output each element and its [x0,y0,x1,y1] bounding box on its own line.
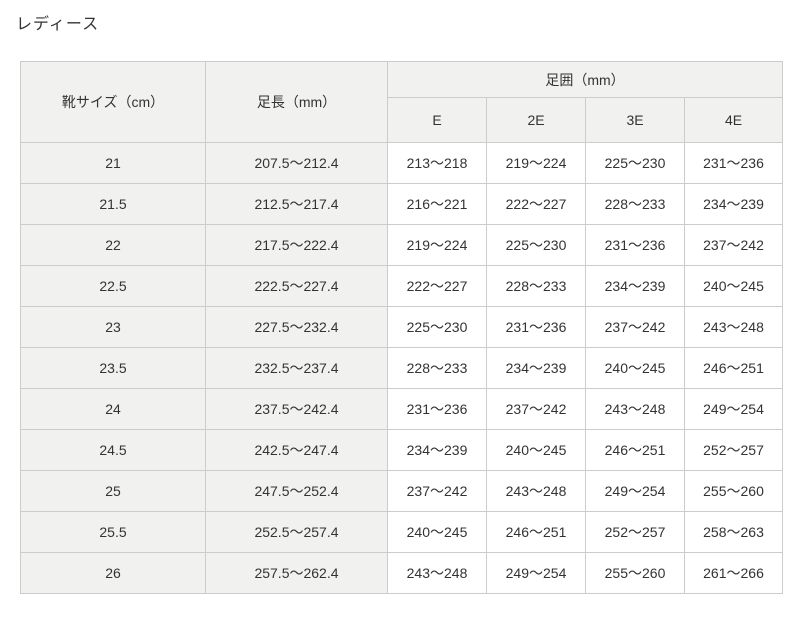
shoe-size-cell: 25.5 [20,511,206,553]
foot-length-cell: 242.5～247.4 [205,429,388,471]
foot-width-cell: 225～230 [585,142,685,184]
header-width-2e: 2E [486,97,586,143]
foot-width-cell: 225～230 [486,224,586,266]
header-width-3e: 3E [585,97,685,143]
table-header-row: 靴サイズ（cm） 足長（mm） 足囲（mm） [20,61,784,143]
table-row: 22 217.5～222.4 219～224 225～230 231～236 2… [20,224,784,266]
foot-width-cell: 234～239 [486,347,586,389]
page-title: レディース [16,16,100,33]
foot-width-cell: 237～242 [387,470,487,512]
foot-length-cell: 237.5～242.4 [205,388,388,430]
foot-width-cell: 231～236 [486,306,586,348]
foot-width-cell: 243～248 [585,388,685,430]
foot-width-cell: 219～224 [387,224,487,266]
shoe-size-cell: 22.5 [20,265,206,307]
foot-width-cell: 249～254 [585,470,685,512]
header-shoe-size: 靴サイズ（cm） [20,61,206,143]
shoe-size-cell: 23.5 [20,347,206,389]
foot-length-cell: 207.5～212.4 [205,142,388,184]
foot-length-cell: 217.5～222.4 [205,224,388,266]
header-foot-width: 足囲（mm） [386,61,784,98]
size-table: 靴サイズ（cm） 足長（mm） 足囲（mm） E 2E 3E 4E 21 207… [20,61,784,594]
foot-width-cell: 246～251 [683,347,784,389]
foot-width-cell: 234～239 [585,265,685,307]
table-row: 24 237.5～242.4 231～236 237～242 243～248 2… [20,388,784,430]
foot-width-cell: 237～242 [585,306,685,348]
foot-length-cell: 252.5～257.4 [205,511,388,553]
foot-length-cell: 232.5～237.4 [205,347,388,389]
foot-width-cell: 216～221 [387,183,487,225]
foot-width-cell: 258～263 [683,511,784,553]
foot-width-cell: 222～227 [486,183,586,225]
foot-width-cell: 240～245 [486,429,586,471]
foot-width-cell: 243～248 [683,306,784,348]
table-row: 22.5 222.5～227.4 222～227 228～233 234～239… [20,265,784,307]
foot-length-cell: 257.5～262.4 [205,552,388,594]
shoe-size-cell: 25 [20,470,206,512]
header-foot-length: 足長（mm） [205,61,388,143]
shoe-size-cell: 23 [20,306,206,348]
table-body: 21 207.5～212.4 213～218 219～224 225～230 2… [20,142,784,594]
foot-width-cell: 231～236 [387,388,487,430]
foot-width-cell: 234～239 [387,429,487,471]
foot-length-cell: 212.5～217.4 [205,183,388,225]
foot-width-cell: 249～254 [683,388,784,430]
table-row: 24.5 242.5～247.4 234～239 240～245 246～251… [20,429,784,471]
foot-width-cell: 240～245 [683,265,784,307]
header-width-e: E [387,97,487,143]
table-row: 26 257.5～262.4 243～248 249～254 255～260 2… [20,552,784,594]
foot-width-cell: 243～248 [486,470,586,512]
shoe-size-cell: 26 [20,552,206,594]
table-row: 23.5 232.5～237.4 228～233 234～239 240～245… [20,347,784,389]
foot-width-cell: 240～245 [585,347,685,389]
shoe-size-cell: 24.5 [20,429,206,471]
shoe-size-cell: 21.5 [20,183,206,225]
foot-width-cell: 213～218 [387,142,487,184]
shoe-size-cell: 24 [20,388,206,430]
shoe-size-cell: 21 [20,142,206,184]
foot-width-cell: 252～257 [683,429,784,471]
foot-width-cell: 240～245 [387,511,487,553]
table-row: 21 207.5～212.4 213～218 219～224 225～230 2… [20,142,784,184]
foot-length-cell: 222.5～227.4 [205,265,388,307]
foot-width-cell: 246～251 [486,511,586,553]
foot-width-cell: 249～254 [486,552,586,594]
foot-width-cell: 228～233 [585,183,685,225]
foot-width-cell: 228～233 [387,347,487,389]
foot-width-cell: 246～251 [585,429,685,471]
foot-width-cell: 261～266 [683,552,784,594]
table-row: 25 247.5～252.4 237～242 243～248 249～254 2… [20,470,784,512]
foot-width-cell: 222～227 [387,265,487,307]
table-row: 23 227.5～232.4 225～230 231～236 237～242 2… [20,306,784,348]
foot-width-cell: 237～242 [486,388,586,430]
table-row: 21.5 212.5～217.4 216～221 222～227 228～233… [20,183,784,225]
foot-width-cell: 255～260 [683,470,784,512]
foot-width-cell: 234～239 [683,183,784,225]
foot-length-cell: 227.5～232.4 [205,306,388,348]
foot-width-cell: 255～260 [585,552,685,594]
foot-width-cell: 231～236 [585,224,685,266]
shoe-size-cell: 22 [20,224,206,266]
foot-length-cell: 247.5～252.4 [205,470,388,512]
foot-width-cell: 228～233 [486,265,586,307]
foot-width-cell: 243～248 [387,552,487,594]
foot-width-cell: 252～257 [585,511,685,553]
foot-width-cell: 237～242 [683,224,784,266]
foot-width-cell: 219～224 [486,142,586,184]
header-width-4e: 4E [683,97,784,143]
foot-width-cell: 225～230 [387,306,487,348]
table-row: 25.5 252.5～257.4 240～245 246～251 252～257… [20,511,784,553]
table-subheader-row: E 2E 3E 4E [21,97,784,143]
foot-width-cell: 231～236 [683,142,784,184]
